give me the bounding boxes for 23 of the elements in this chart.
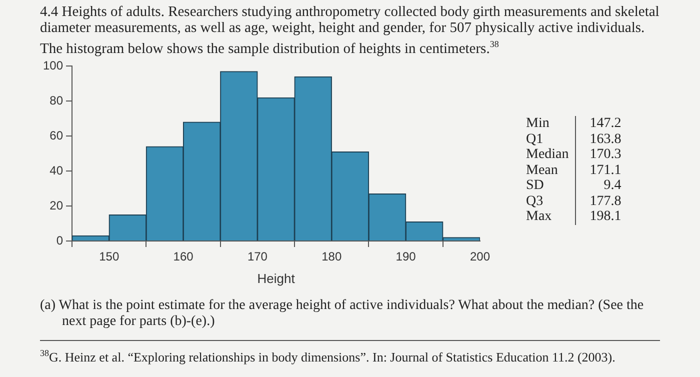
text: Q3 177.8	[526, 194, 622, 208]
text: (a) What is the point estimate for the average height of active individuals? What about the median? (See the next page for parts (b)-(e).)	[40, 298, 645, 330]
x-tick-label: 170	[247, 250, 268, 264]
text: SD 9.4	[526, 178, 622, 193]
y-tick-label: 40	[50, 163, 64, 178]
chart-title: 4.4 Heights of adults. Researchers studying anthropometry collected body girth measurements and skeletal diameter measurements, as well as age, weight, height and gender, for 507 physically active individuals. The histogram below shows the sample distribution of heights in centimeters.$^{38}$	[40, 4, 660, 57]
x-tick-label: 180	[322, 250, 342, 264]
x-axis-title: Height	[257, 270, 296, 286]
text: Min 147.2	[526, 116, 622, 131]
text: Max 198.1	[526, 209, 622, 224]
y-tick-label: 0	[56, 233, 64, 248]
y-tick-label: 80	[50, 93, 64, 108]
x-tick-label: 200	[470, 250, 490, 264]
text: Mean 171.1	[526, 162, 622, 178]
x-tick-label: 190	[396, 250, 416, 264]
x-tick-label: 160	[173, 250, 194, 264]
text: $^{38}$G. Heinz et al. “Exploring relationships in body dimensions”. In: Journal of Statistics Education 11.2 (2003).	[40, 340, 660, 366]
text: Median 170.3	[526, 147, 622, 162]
x-tick-label: 150	[99, 250, 120, 264]
text: Q1 163.8	[526, 132, 622, 146]
y-tick-label: 60	[50, 128, 64, 142]
y-tick-label: 100	[42, 58, 64, 73]
y-tick-label: 20	[50, 198, 64, 212]
